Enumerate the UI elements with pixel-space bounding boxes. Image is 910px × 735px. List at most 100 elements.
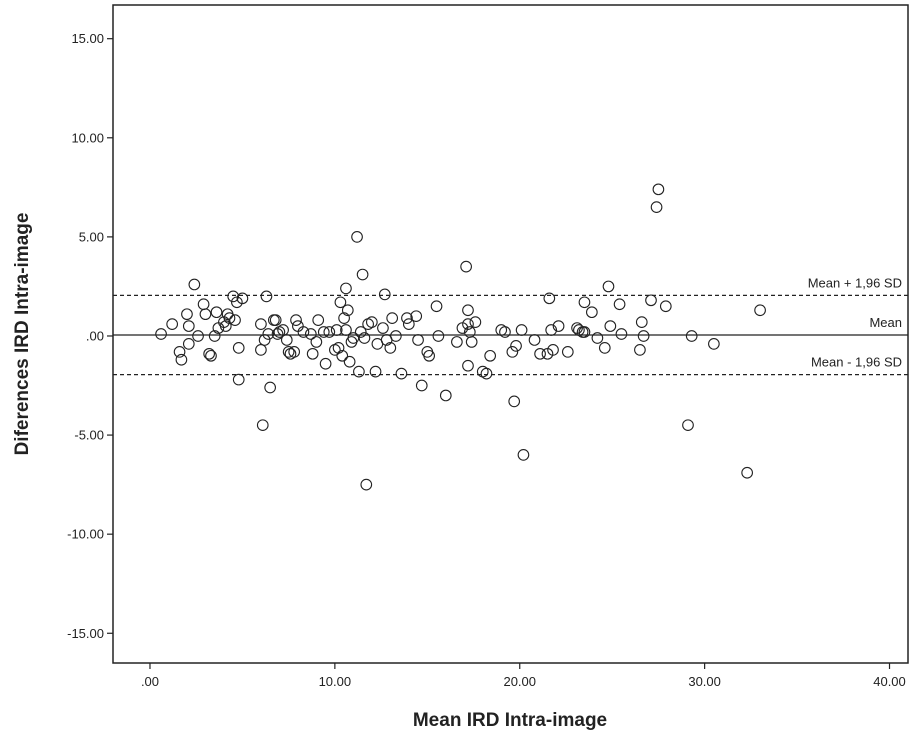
data-point <box>341 304 354 317</box>
data-point <box>613 298 626 311</box>
data-point <box>506 345 519 358</box>
data-point <box>378 288 391 301</box>
data-point <box>543 292 556 305</box>
data-point <box>229 314 241 326</box>
data-point <box>384 342 397 354</box>
data-point <box>323 326 336 338</box>
data-point <box>199 308 212 321</box>
data-point <box>659 300 672 313</box>
data-point <box>280 334 293 346</box>
data-point <box>451 336 463 348</box>
x-axis-label: Mean IRD Intra-image <box>413 710 607 731</box>
data-point <box>312 314 325 326</box>
data-point <box>545 324 558 336</box>
data-point <box>336 349 349 362</box>
data-point <box>255 318 267 330</box>
data-point <box>401 312 413 324</box>
data-point <box>358 332 371 344</box>
data-point <box>227 290 240 303</box>
y-tick-label: -10.00 <box>67 527 104 542</box>
data-point <box>615 328 628 340</box>
data-point <box>515 324 528 336</box>
data-point <box>439 389 452 402</box>
data-point <box>256 419 269 432</box>
data-point <box>232 342 245 354</box>
data-point <box>181 308 193 321</box>
y-tick-label: -15.00 <box>67 626 104 641</box>
data-point <box>332 342 345 354</box>
reference-line-label: Mean + 1,96 SD <box>808 275 902 290</box>
data-point <box>182 320 195 332</box>
data-point <box>175 353 188 366</box>
y-axis-label: Diferences IRD Intra-image <box>12 213 33 456</box>
data-point <box>334 296 347 309</box>
data-point <box>708 338 720 350</box>
x-tick-label: 10.00 <box>319 674 352 689</box>
data-point <box>480 367 493 380</box>
data-point <box>317 326 330 338</box>
data-point <box>412 334 424 346</box>
reference-lines: Mean + 1,96 SD Mean Mean - 1,96 SD <box>113 275 908 376</box>
data-point <box>578 296 591 309</box>
data-point <box>517 449 530 461</box>
data-point <box>591 332 604 344</box>
data-point <box>635 316 648 328</box>
x-tick-label: 40.00 <box>873 674 906 689</box>
x-tick-label: 30.00 <box>688 674 721 689</box>
data-point <box>236 292 249 305</box>
data-point <box>338 312 350 324</box>
data-point <box>634 344 646 356</box>
x-tick-label: 20.00 <box>503 674 536 689</box>
data-point <box>561 345 574 358</box>
data-point <box>552 320 565 332</box>
data-point <box>637 330 650 342</box>
data-point <box>484 349 497 362</box>
data-point <box>219 320 232 332</box>
data-point <box>343 355 356 368</box>
data-point <box>304 328 317 340</box>
data-point <box>208 330 221 342</box>
data-point <box>356 268 369 281</box>
data-point <box>462 304 474 317</box>
data-point <box>465 336 478 348</box>
data-point <box>232 373 245 386</box>
data-point <box>386 312 399 324</box>
data-point <box>685 330 698 342</box>
data-point <box>188 278 201 291</box>
data-point <box>340 282 352 295</box>
y-tick-label: 15.00 <box>71 31 104 46</box>
data-point <box>288 345 301 358</box>
data-point <box>460 260 472 273</box>
data-point <box>319 357 332 370</box>
data-point <box>602 280 615 293</box>
plot-frame <box>112 4 909 664</box>
data-point <box>182 338 195 350</box>
data-point <box>741 466 754 479</box>
data-point <box>415 379 428 392</box>
reference-line-label: Mean - 1,96 SD <box>811 355 902 370</box>
data-point <box>310 336 323 348</box>
y-tick-label: .00 <box>86 328 104 343</box>
data-point <box>260 290 273 303</box>
data-point <box>353 365 365 378</box>
data-point <box>269 314 282 326</box>
data-point <box>430 300 443 313</box>
data-point <box>510 340 522 352</box>
data-point <box>423 349 436 362</box>
data-point <box>377 322 389 334</box>
data-point <box>205 349 217 362</box>
data-point <box>432 330 445 342</box>
data-point <box>598 342 611 354</box>
data-point <box>192 330 204 342</box>
data-point <box>197 298 210 311</box>
data-point <box>499 326 511 338</box>
data-point <box>682 419 694 432</box>
data-point <box>585 306 598 319</box>
y-tick-label: 10.00 <box>71 130 104 145</box>
data-point <box>290 314 302 326</box>
data-point <box>469 316 482 328</box>
data-point <box>578 326 591 338</box>
data-point <box>395 367 408 380</box>
data-point <box>754 304 766 317</box>
